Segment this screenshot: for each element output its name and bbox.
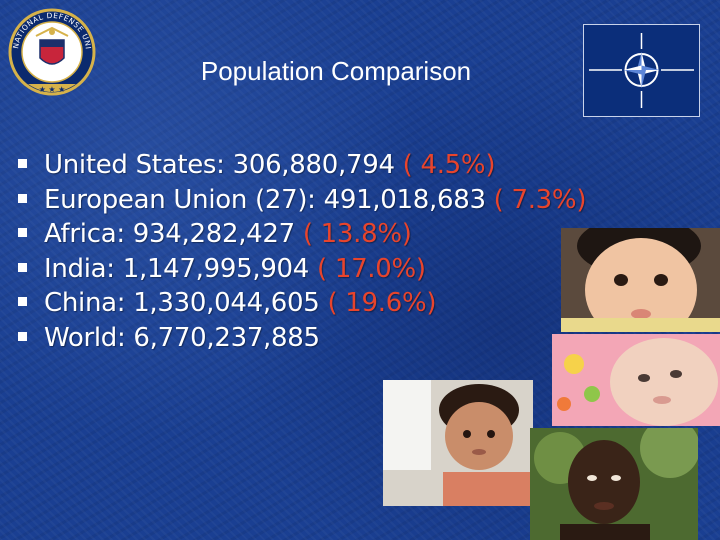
list-item: European Union (27): 491,018,683 ( 7.3%) bbox=[18, 183, 586, 218]
nato-flag bbox=[583, 24, 700, 117]
item-label: European Union (27): 491,018,683 bbox=[44, 184, 486, 215]
child-photo-toddler bbox=[383, 380, 533, 506]
nato-compass-icon bbox=[589, 33, 694, 108]
svg-text:★ ★ ★: ★ ★ ★ bbox=[39, 85, 66, 94]
item-percent: ( 17.0%) bbox=[317, 253, 426, 284]
item-label: India: 1,147,995,904 bbox=[44, 253, 310, 284]
item-label: United States: 306,880,794 bbox=[44, 150, 395, 180]
child-photo-african-boy bbox=[530, 428, 698, 540]
item-percent: ( 13.8%) bbox=[302, 219, 412, 249]
item-label: Africa: 934,282,427 bbox=[44, 219, 295, 249]
child-photo-asian-toddler bbox=[561, 228, 720, 332]
list-item: Africa: 934,282,427 ( 13.8%) bbox=[18, 217, 586, 252]
list-item: India: 1,147,995,904 ( 17.0%) bbox=[18, 252, 586, 287]
item-label: World: 6,770,237,885 bbox=[44, 322, 320, 353]
bullet-square-icon bbox=[18, 159, 27, 168]
bullet-square-icon bbox=[18, 297, 27, 306]
child-photo-baby bbox=[552, 334, 720, 426]
list-item: United States: 306,880,794 ( 4.5%) bbox=[18, 148, 586, 183]
item-label: China: 1,330,044,605 bbox=[44, 288, 320, 318]
bullet-square-icon bbox=[18, 331, 27, 341]
item-percent: ( 4.5%) bbox=[402, 150, 496, 180]
slide-title: Population Comparison bbox=[200, 56, 472, 86]
population-list: United States: 306,880,794 ( 4.5%) Europ… bbox=[18, 148, 586, 355]
list-item: China: 1,330,044,605 ( 19.6%) bbox=[18, 286, 586, 321]
ndu-seal-icon: NATIONAL DEFENSE UNIVERSITY ★ ★ ★ bbox=[8, 6, 96, 96]
list-item: World: 6,770,237,885 bbox=[18, 321, 586, 356]
bullet-square-icon bbox=[18, 193, 27, 203]
item-percent: ( 19.6%) bbox=[327, 288, 437, 318]
bullet-square-icon bbox=[18, 228, 27, 237]
item-percent: ( 7.3%) bbox=[493, 184, 587, 215]
bullet-square-icon bbox=[18, 262, 27, 272]
